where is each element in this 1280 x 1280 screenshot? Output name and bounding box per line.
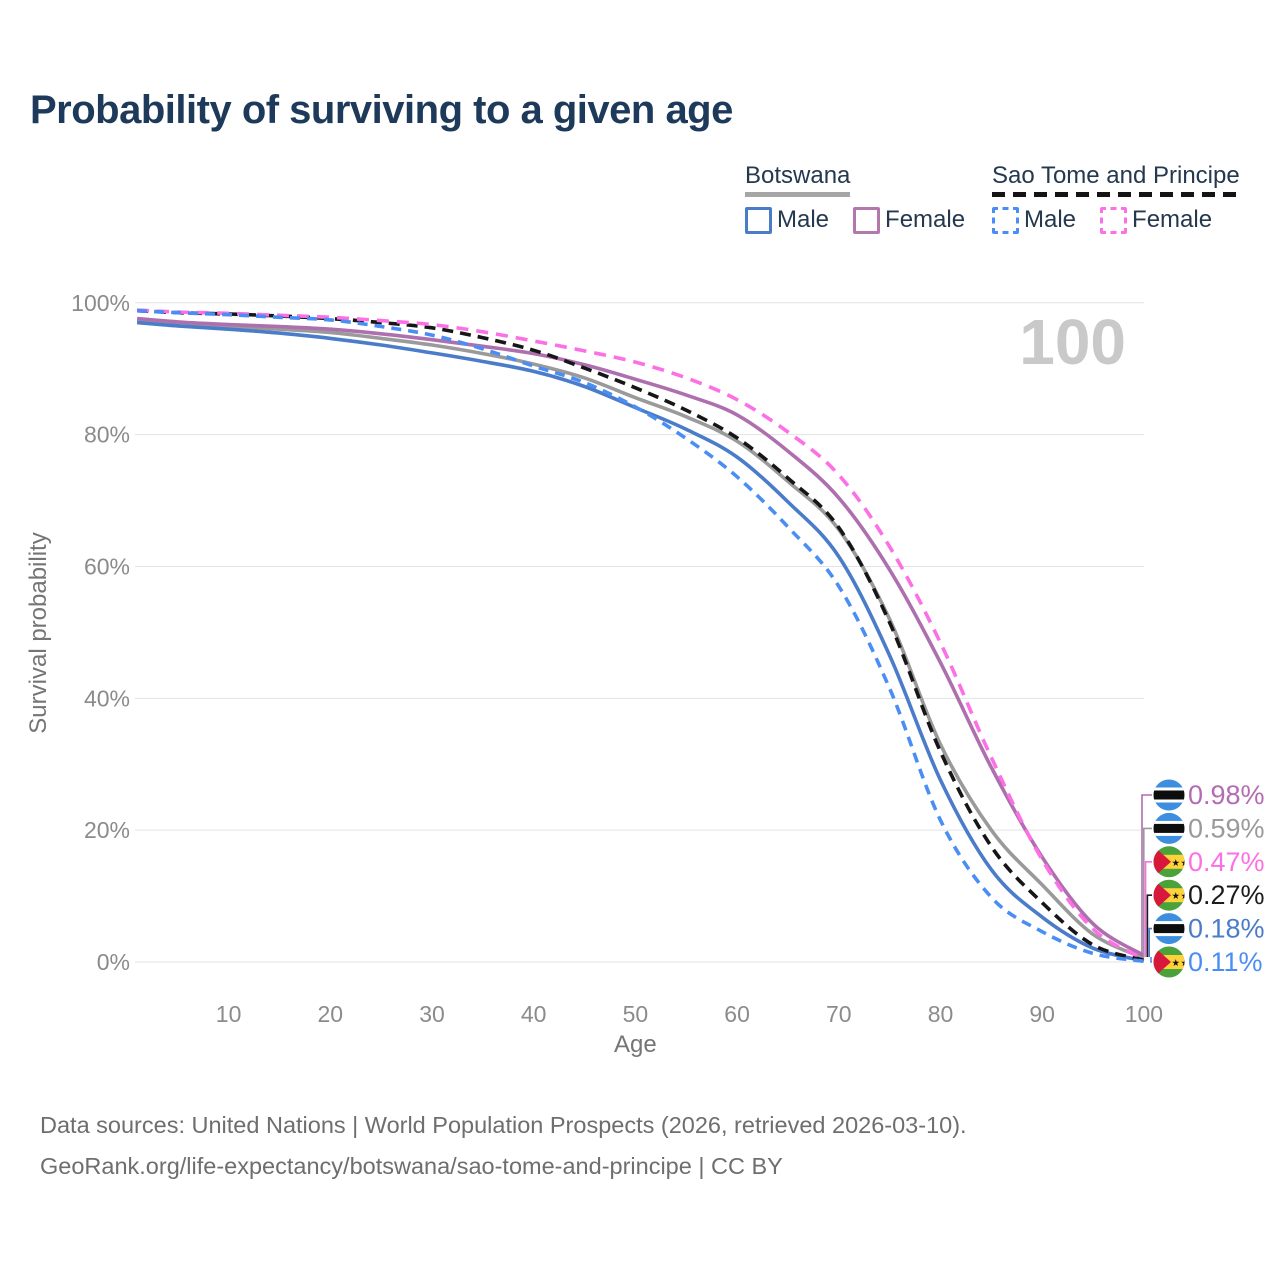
flag-stars: ★★ xyxy=(1172,858,1190,869)
legend-item-botswana-female[interactable]: Female xyxy=(853,206,965,234)
botswana-flag xyxy=(1153,779,1185,811)
solid-line-style-icon xyxy=(745,192,851,197)
y-axis-label: Survival probability xyxy=(25,532,52,733)
x-axis-label: Age xyxy=(614,1031,657,1058)
x-tick-label: 20 xyxy=(318,1001,344,1027)
swatch-botswana-male-icon xyxy=(745,206,772,234)
x-tick-label: 70 xyxy=(826,1001,852,1027)
leader-line-sao-tome-and-principe-female xyxy=(1144,861,1152,957)
legend-item-label: Male xyxy=(1024,206,1077,233)
end-value-label-botswana-male: 0.18% xyxy=(1188,914,1265,944)
legend-item-botswana-male[interactable]: Male xyxy=(745,206,829,234)
series-line-sao-tome-and-principe-female[interactable] xyxy=(137,308,1145,961)
legend-country-label: Botswana xyxy=(745,162,851,189)
leader-line-botswana-female xyxy=(1141,794,1152,957)
y-tick-label: 60% xyxy=(84,553,130,579)
watermark-age: 100 xyxy=(1019,306,1126,378)
legend-items-sao-tome: Male Female xyxy=(992,206,1240,234)
legend-item-sao-tome-female[interactable]: Female xyxy=(1100,206,1212,234)
swatch-sao-tome-male-icon xyxy=(992,206,1019,234)
sao-tome-flag: ★★ xyxy=(1153,846,1190,878)
legend-group-botswana: Botswana Male Female xyxy=(745,163,965,234)
series-line-botswana-female[interactable] xyxy=(136,316,1145,958)
swatch-sao-tome-female-icon xyxy=(1100,206,1128,234)
x-tick-label: 80 xyxy=(928,1001,954,1027)
legend-item-label: Female xyxy=(885,206,966,233)
x-tick-label: 90 xyxy=(1029,1001,1055,1027)
legend-item-label: Female xyxy=(1132,206,1213,233)
series-line-sao-tome-and-principe-male[interactable] xyxy=(137,308,1145,964)
x-tick-label: 50 xyxy=(623,1001,649,1027)
page-title: Probability of surviving to a given age xyxy=(30,88,733,132)
leader-line-botswana-male xyxy=(1148,927,1152,957)
x-tick-label: 40 xyxy=(521,1001,547,1027)
x-tick-label: 10 xyxy=(216,1001,242,1027)
sao-tome-flag: ★★ xyxy=(1153,946,1190,978)
y-tick-label: 80% xyxy=(84,422,130,448)
swatch-botswana-female-icon xyxy=(853,206,881,234)
x-tick-label: 100 xyxy=(1125,1001,1163,1027)
legend: Botswana Male Female Sao Tome and Princi… xyxy=(0,163,1280,243)
y-tick-label: 40% xyxy=(84,685,130,711)
legend-country-label: Sao Tome and Principe xyxy=(992,162,1240,189)
end-value-label-botswana-total: 0.59% xyxy=(1188,813,1265,843)
end-value-label-sao-tome-and-principe-male: 0.11% xyxy=(1188,947,1263,977)
legend-item-label: Male xyxy=(777,206,830,233)
series-line-botswana-male[interactable] xyxy=(136,320,1145,963)
dashed-line-style-icon xyxy=(992,192,1240,197)
leader-line-sao-tome-and-principe-male xyxy=(1150,957,1152,963)
data-sources-text: Data sources: United Nations | World Pop… xyxy=(40,1112,967,1138)
botswana-flag xyxy=(1153,812,1185,844)
series-line-botswana-total[interactable] xyxy=(136,318,1145,960)
end-value-label-sao-tome-and-principe-female: 0.47% xyxy=(1188,847,1265,877)
legend-item-sao-tome-male[interactable]: Male xyxy=(992,206,1076,234)
footer: Data sources: United Nations | World Pop… xyxy=(40,1105,967,1187)
x-tick-label: 30 xyxy=(419,1001,445,1027)
flag-stars: ★★ xyxy=(1172,891,1190,902)
leader-line-botswana-total xyxy=(1143,827,1152,957)
legend-group-sao-tome: Sao Tome and Principe Male Female xyxy=(992,163,1240,234)
y-tick-label: 0% xyxy=(97,949,130,975)
end-value-label-sao-tome-and-principe-total: 0.27% xyxy=(1188,880,1265,910)
y-tick-label: 20% xyxy=(84,817,130,843)
x-tick-label: 60 xyxy=(724,1001,750,1027)
sao-tome-flag: ★★ xyxy=(1153,879,1190,911)
legend-heading-botswana: Botswana xyxy=(745,162,851,197)
legend-items-botswana: Male Female xyxy=(745,206,965,234)
attribution-text: GeoRank.org/life-expectancy/botswana/sao… xyxy=(40,1153,783,1179)
botswana-flag xyxy=(1153,913,1185,945)
leader-line-sao-tome-and-principe-total xyxy=(1146,894,1152,957)
y-tick-label: 100% xyxy=(71,290,130,316)
end-value-label-botswana-female: 0.98% xyxy=(1188,780,1265,810)
flag-stars: ★★ xyxy=(1172,958,1190,969)
legend-heading-sao-tome: Sao Tome and Principe xyxy=(992,163,1240,197)
